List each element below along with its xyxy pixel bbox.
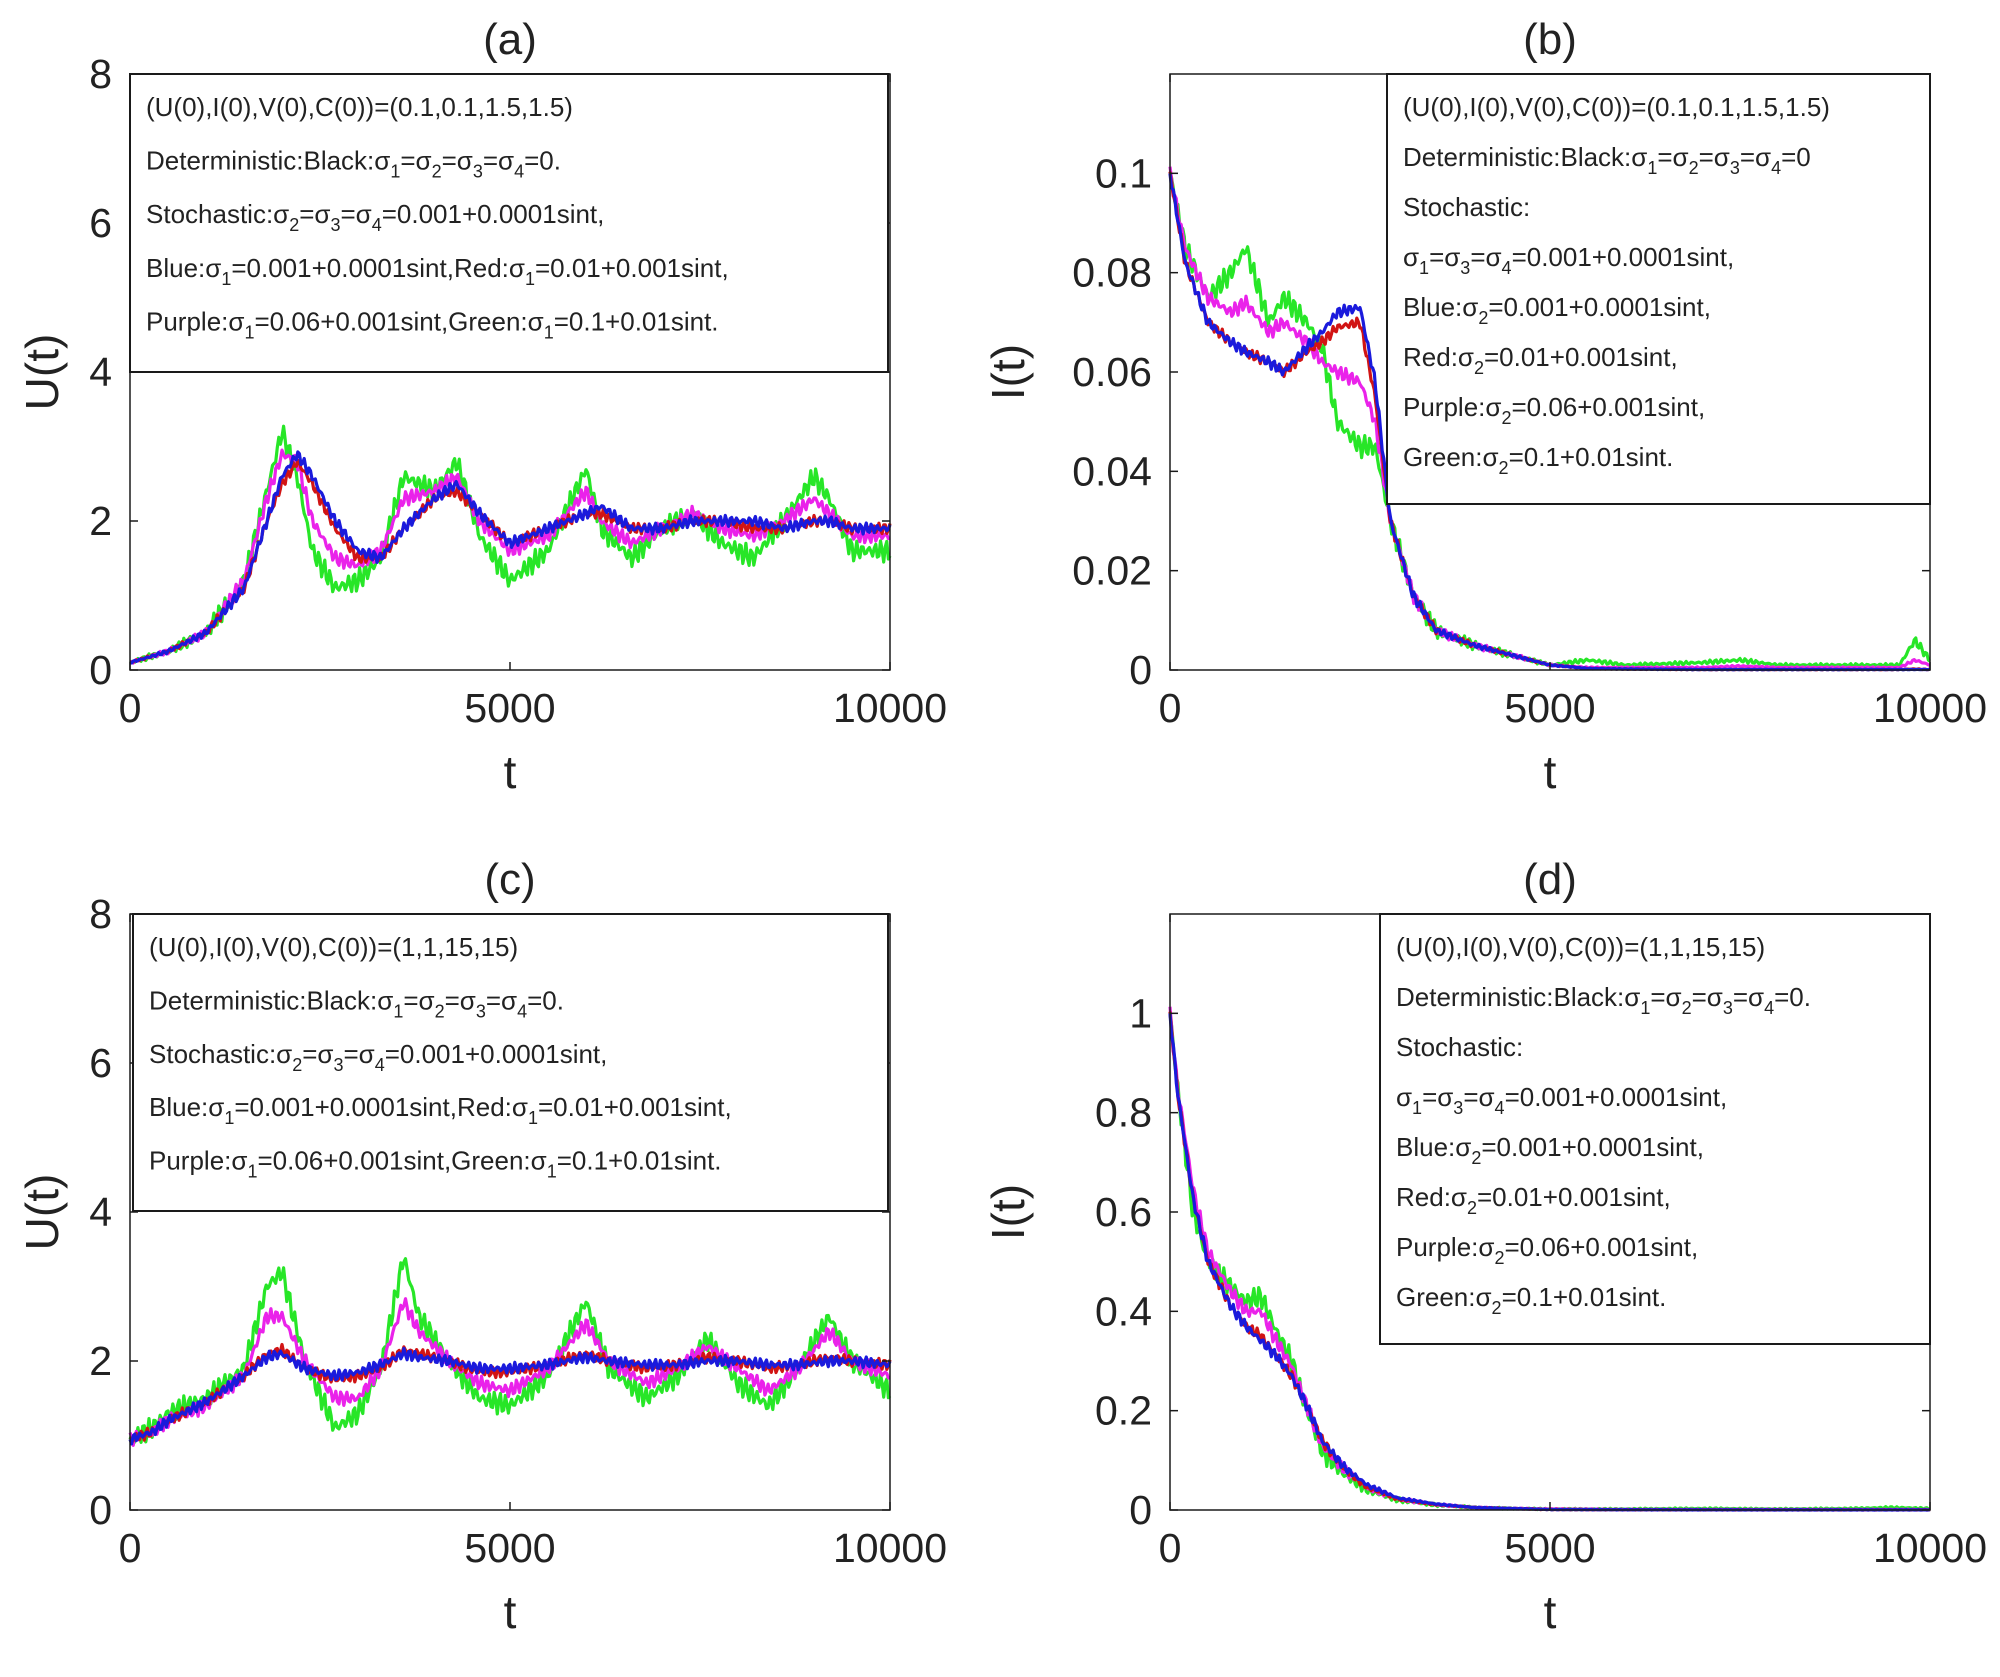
chart-panel-b: (b) 0 5000 10000 0 0.02 0.04 0.06 0.08 0.1 t I(t) (U… <box>982 15 1987 798</box>
panel-title: (d) <box>1523 855 1577 904</box>
x-tick-label: 0 <box>1159 1525 1182 1571</box>
y-tick-label: 0.8 <box>1095 1090 1152 1136</box>
y-tick-label: 0.08 <box>1072 250 1152 296</box>
y-tick-label: 0.06 <box>1072 349 1152 395</box>
y-tick-label: 1 <box>1129 990 1152 1036</box>
legend-box: (U(0),I(0),V(0),C(0))=(1,1,15,15) Determi… <box>132 913 889 1212</box>
legend-frame <box>132 913 889 1212</box>
legend-entry: (U(0),I(0),V(0),C(0))=(0.1,0.1,1.5,1.5) <box>146 92 573 122</box>
legend-entry: σ1=σ3=σ4=0.001+0.0001sint, <box>1396 1082 1727 1118</box>
legend-entry: Blue:σ2=0.001+0.0001sint, <box>1403 292 1711 328</box>
y-axis-label: I(t) <box>982 1184 1034 1240</box>
y-tick-label: 0.02 <box>1072 548 1152 594</box>
legend-box: (U(0),I(0),V(0),C(0))=(1,1,15,15) Determi… <box>1379 913 1931 1345</box>
legend-entry: Deterministic:Black:σ1=σ2=σ3=σ4=0. <box>149 985 564 1021</box>
series-line-blue <box>129 450 892 665</box>
x-axis-label: t <box>504 746 517 798</box>
series-line-green <box>128 1257 892 1445</box>
y-tick-label: 0.1 <box>1095 150 1152 196</box>
legend-entry: Deterministic:Black:σ1=σ2=σ3=σ4=0 <box>1403 142 1811 178</box>
y-tick-label: 0 <box>89 1487 112 1533</box>
y-tick-label: 6 <box>89 200 112 246</box>
series-line-blue <box>128 1346 892 1446</box>
legend-entry: Green:σ2=0.1+0.01sint. <box>1403 442 1673 478</box>
y-tick-label: 0.4 <box>1095 1288 1152 1334</box>
series-line-green <box>129 424 892 664</box>
x-tick-label: 10000 <box>833 685 947 731</box>
y-axis-label: U(t) <box>16 1174 68 1251</box>
x-tick-label: 5000 <box>1504 1525 1595 1571</box>
y-tick-label: 0 <box>1129 647 1152 693</box>
x-tick-label: 5000 <box>1504 685 1595 731</box>
x-axis-label: t <box>1544 746 1557 798</box>
legend-entry: Blue:σ1=0.001+0.0001sint,Red:σ1=0.01+0.0… <box>149 1092 732 1128</box>
legend-entry: Purple:σ1=0.06+0.001sint,Green:σ1=0.1+0.… <box>149 1146 722 1182</box>
chart-panel-d: (d) 0 5000 10000 0 0.2 0.4 0.6 0.8 1 t I(t) (U(0),I(… <box>982 855 1987 1638</box>
legend-entry: (U(0),I(0),V(0),C(0))=(1,1,15,15) <box>1396 932 1765 962</box>
y-tick-label: 0.6 <box>1095 1189 1152 1235</box>
legend-box: (U(0),I(0),V(0),C(0))=(0.1,0.1,1.5,1.5) D… <box>129 73 889 373</box>
chart-panel-a: (a) 0 5000 10000 0 2 4 6 8 t U(t) (U(0),I(0),V(0),C… <box>16 15 947 798</box>
panel-title: (c) <box>484 855 535 904</box>
series-line-purple <box>128 1297 891 1448</box>
x-tick-label: 5000 <box>464 685 555 731</box>
x-tick-label: 0 <box>1159 685 1182 731</box>
legend-frame <box>1379 913 1931 1345</box>
y-tick-label: 0 <box>1129 1487 1152 1533</box>
y-tick-label: 6 <box>89 1040 112 1086</box>
x-axis-label: t <box>1544 1586 1557 1638</box>
x-axis-label: t <box>504 1586 517 1638</box>
y-tick-label: 0 <box>89 647 112 693</box>
y-tick-label: 0.04 <box>1072 448 1152 494</box>
y-tick-label: 8 <box>89 51 112 97</box>
legend-entry: Purple:σ2=0.06+0.001sint, <box>1403 392 1705 428</box>
x-tick-label: 10000 <box>1873 685 1987 731</box>
legend-entry: Red:σ2=0.01+0.001sint, <box>1396 1182 1671 1218</box>
legend-frame <box>1386 73 1931 505</box>
legend-entry: Stochastic:σ2=σ3=σ4=0.001+0.0001sint, <box>146 199 604 235</box>
x-tick-label: 0 <box>119 685 142 731</box>
y-tick-label: 2 <box>89 498 112 544</box>
chart-panel-c: (c) 0 5000 10000 0 2 4 6 8 t U(t) (U(0),I(0),V(0),C… <box>16 855 947 1638</box>
legend-entry: σ1=σ3=σ4=0.001+0.0001sint, <box>1403 242 1734 278</box>
y-tick-label: 4 <box>89 349 112 395</box>
legend-entry: Deterministic:Black:σ1=σ2=σ3=σ4=0. <box>146 146 561 182</box>
x-tick-label: 5000 <box>464 1525 555 1571</box>
x-tick-label: 10000 <box>833 1525 947 1571</box>
legend-entry: Stochastic:σ2=σ3=σ4=0.001+0.0001sint, <box>149 1039 607 1075</box>
legend-entry: (U(0),I(0),V(0),C(0))=(1,1,15,15) <box>149 932 518 962</box>
y-tick-label: 0.2 <box>1095 1388 1152 1434</box>
series-line-purple <box>129 448 891 665</box>
legend-entry: Blue:σ2=0.001+0.0001sint, <box>1396 1132 1704 1168</box>
panel-title: (b) <box>1523 15 1577 64</box>
y-tick-label: 4 <box>89 1189 112 1235</box>
legend-entry: Purple:σ1=0.06+0.001sint,Green:σ1=0.1+0.… <box>146 306 719 342</box>
x-tick-label: 10000 <box>1873 1525 1987 1571</box>
panel-title: (a) <box>483 15 537 64</box>
legend-entry: Purple:σ2=0.06+0.001sint, <box>1396 1232 1698 1268</box>
legend-entry: (U(0),I(0),V(0),C(0))=(0.1,0.1,1.5,1.5) <box>1403 92 1830 122</box>
legend-entry: Stochastic: <box>1403 192 1530 222</box>
legend-entry: Deterministic:Black:σ1=σ2=σ3=σ4=0. <box>1396 982 1811 1018</box>
y-tick-label: 2 <box>89 1338 112 1384</box>
legend-frame <box>129 73 889 373</box>
legend-box: (U(0),I(0),V(0),C(0))=(0.1,0.1,1.5,1.5) D… <box>1386 73 1931 505</box>
y-axis-label: U(t) <box>16 334 68 411</box>
legend-entry: Red:σ2=0.01+0.001sint, <box>1403 342 1678 378</box>
x-tick-label: 0 <box>119 1525 142 1571</box>
series-line-red <box>129 458 892 664</box>
y-axis-label: I(t) <box>982 344 1034 400</box>
legend-entry: Green:σ2=0.1+0.01sint. <box>1396 1282 1666 1318</box>
legend-entry: Stochastic: <box>1396 1032 1523 1062</box>
y-tick-label: 8 <box>89 891 112 937</box>
legend-entry: Blue:σ1=0.001+0.0001sint,Red:σ1=0.01+0.0… <box>146 253 729 289</box>
